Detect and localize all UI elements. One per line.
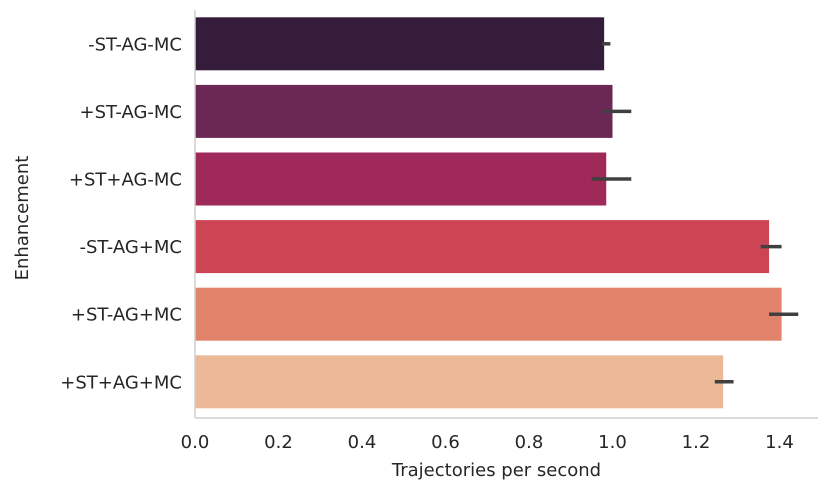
x-tick-label: 0.4 <box>348 432 377 453</box>
bars-layer <box>195 17 782 409</box>
x-tick-label: 1.0 <box>598 432 627 453</box>
y-tick-label: +ST+AG-MC <box>69 170 182 191</box>
y-tick-labels: -ST-AG-MC +ST-AG-MC +ST+AG-MC -ST-AG+MC +ST-… <box>60 34 182 393</box>
x-tick-label: 0.6 <box>431 432 460 453</box>
bar--ST-AG-MC <box>195 17 605 71</box>
bar-+ST+AG-MC <box>195 152 607 206</box>
bar-+ST-AG+MC <box>195 287 782 341</box>
x-tick-label: 1.2 <box>682 432 711 453</box>
y-tick-label: +ST-AG-MC <box>80 102 183 123</box>
bar-+ST+AG+MC <box>195 355 724 409</box>
x-tick-labels: 0.0 0.2 0.4 0.6 0.8 1.0 1.2 1.4 <box>181 432 794 453</box>
error-bars-layer <box>591 42 799 384</box>
bar--ST-AG+MC <box>195 220 770 274</box>
axes-layer <box>194 10 818 419</box>
x-tick-label: 0.0 <box>181 432 210 453</box>
x-axis-label: Trajectories per second <box>391 460 601 481</box>
y-tick-label: +ST-AG+MC <box>71 305 182 326</box>
y-tick-label: +ST+AG+MC <box>60 372 182 393</box>
x-tick-label: 0.2 <box>264 432 293 453</box>
x-tick-label: 0.8 <box>515 432 544 453</box>
y-axis-label: Enhancement <box>12 156 33 281</box>
y-tick-label: -ST-AG-MC <box>88 34 182 55</box>
y-tick-label: -ST-AG+MC <box>80 237 183 258</box>
bar-+ST-AG-MC <box>195 84 613 138</box>
x-tick-label: 1.4 <box>765 432 794 453</box>
